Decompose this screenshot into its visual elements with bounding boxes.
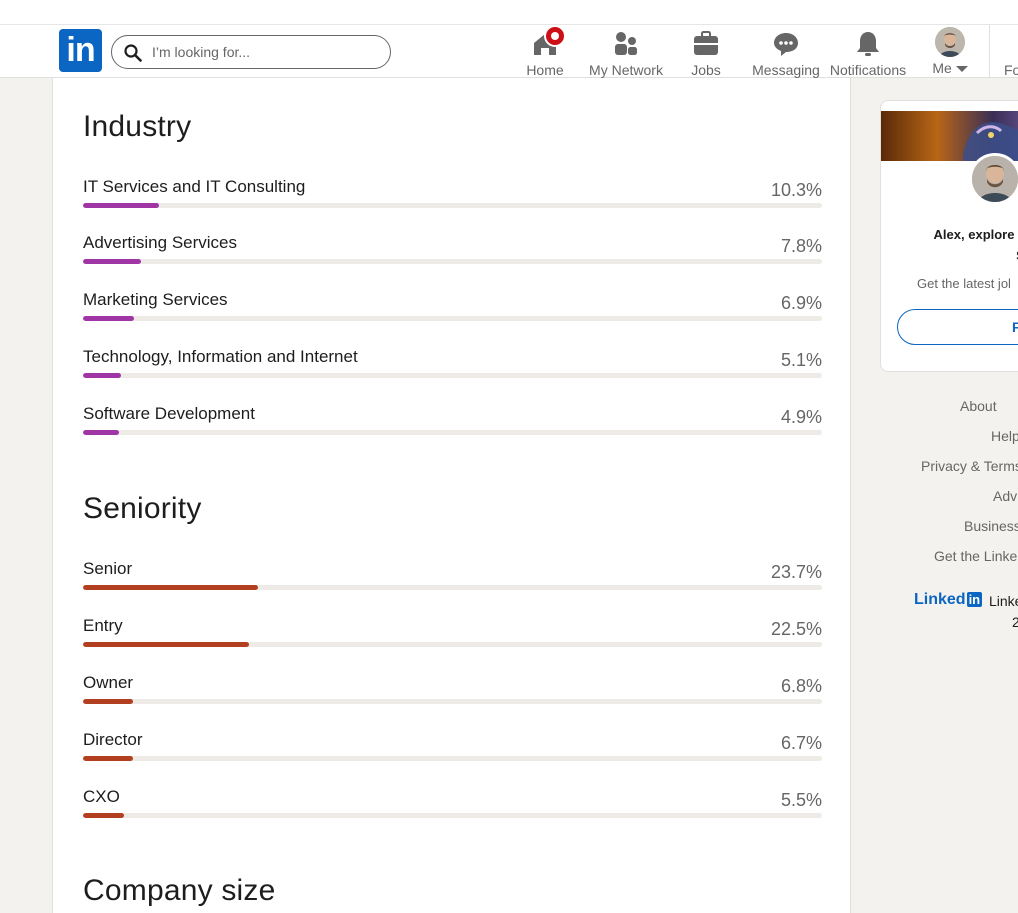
progress-fill	[83, 373, 121, 378]
promo-card: Alex, explore relev Snail G Get the late…	[880, 100, 1018, 372]
avatar	[935, 27, 965, 57]
list-item: Technology, Information and Internet 5.1…	[83, 347, 822, 397]
progress-track	[83, 642, 822, 647]
footer-help-link[interactable]: Help	[991, 428, 1018, 444]
progress-fill	[83, 316, 134, 321]
progress-fill	[83, 430, 120, 435]
progress-track	[83, 316, 822, 321]
progress-track	[83, 203, 822, 208]
progress-fill	[83, 756, 133, 761]
progress-track	[83, 430, 822, 435]
nav-messaging[interactable]: Messaging	[750, 25, 822, 78]
progress-fill	[83, 813, 124, 818]
footer-about-link[interactable]: About	[960, 398, 997, 414]
progress-track	[83, 259, 822, 264]
progress-fill	[83, 585, 259, 590]
footer-business-link[interactable]: Business	[964, 518, 1018, 534]
promo-title: Alex, explore relev Snail G	[933, 227, 1018, 263]
copyright-text: Linke	[989, 593, 1018, 609]
promo-subtitle: Get the latest jol	[917, 276, 1011, 291]
notification-badge	[544, 25, 566, 47]
progress-fill	[83, 259, 141, 264]
nav-jobs[interactable]: Jobs	[688, 25, 724, 78]
footer-advertising-link[interactable]: Adv	[993, 488, 1018, 504]
top-nav: in Home My Network Jobs	[0, 25, 1018, 78]
nav-for-business[interactable]: Fo	[1004, 25, 1018, 78]
progress-track	[83, 373, 822, 378]
grid-icon	[1004, 29, 1018, 59]
search-icon	[124, 44, 142, 62]
nav-home[interactable]: Home	[522, 25, 568, 78]
progress-track	[83, 585, 822, 590]
seniority-title: Seniority	[83, 492, 202, 525]
list-item: Marketing Services 6.9%	[83, 290, 822, 340]
footer-app-link[interactable]: Get the Linke	[934, 548, 1018, 564]
progress-track	[83, 699, 822, 704]
list-item: Senior 23.7%	[83, 559, 822, 609]
copyright-year: 2	[1012, 614, 1018, 630]
company-size-title: Company size	[83, 874, 276, 907]
network-icon	[615, 32, 637, 55]
nav-me[interactable]: Me	[926, 25, 974, 78]
chevron-down-icon	[955, 66, 968, 73]
nav-notifications[interactable]: Notifications	[826, 25, 910, 78]
avatar	[969, 153, 1018, 205]
search-input[interactable]	[152, 42, 377, 62]
list-item: Owner 6.8%	[83, 673, 822, 723]
list-item: IT Services and IT Consulting 10.3%	[83, 177, 822, 227]
search-bar[interactable]	[111, 35, 391, 69]
progress-track	[83, 756, 822, 761]
dragon-art-icon	[963, 122, 1018, 161]
progress-fill	[83, 699, 134, 704]
linkedin-wordmark: Linked in	[914, 591, 983, 608]
list-item: CXO 5.5%	[83, 787, 822, 837]
browser-top-strip	[0, 0, 1018, 25]
industry-title: Industry	[83, 110, 192, 143]
linkedin-logo[interactable]: in	[59, 29, 102, 72]
list-item: Software Development 4.9%	[83, 404, 822, 454]
follow-button[interactable]: F	[897, 309, 1018, 345]
nav-my-network[interactable]: My Network	[584, 25, 668, 78]
footer-privacy-link[interactable]: Privacy & Terms	[921, 458, 1018, 474]
briefcase-icon	[694, 31, 718, 55]
list-item: Director 6.7%	[83, 730, 822, 780]
insights-card: Industry IT Services and IT Consulting 1…	[52, 78, 851, 913]
progress-fill	[83, 203, 160, 208]
list-item: Advertising Services 7.8%	[83, 233, 822, 283]
progress-track	[83, 813, 822, 818]
list-item: Entry 22.5%	[83, 616, 822, 666]
nav-divider	[989, 25, 990, 78]
promo-banner-image	[881, 111, 1018, 161]
bell-icon	[857, 32, 879, 56]
progress-fill	[83, 642, 250, 647]
messaging-icon	[774, 33, 798, 56]
